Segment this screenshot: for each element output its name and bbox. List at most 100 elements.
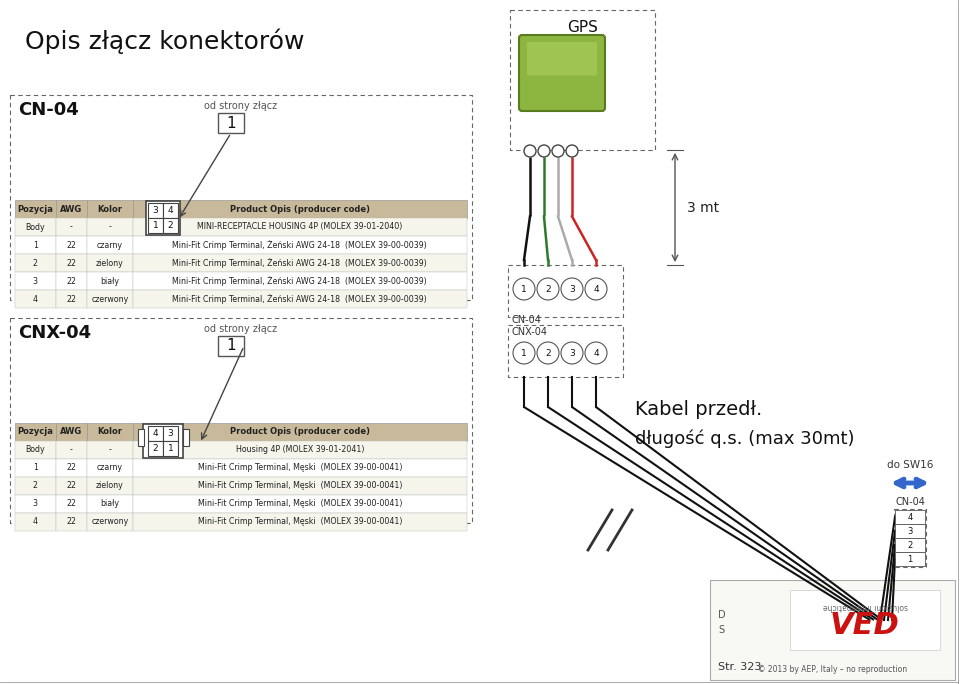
Bar — [15, 513, 56, 531]
Text: 3: 3 — [153, 206, 158, 215]
Bar — [56, 423, 87, 441]
Bar — [15, 441, 56, 459]
Bar — [218, 336, 244, 356]
Text: CNX-04: CNX-04 — [512, 327, 548, 337]
Bar — [132, 254, 467, 272]
Text: 22: 22 — [66, 295, 77, 304]
Text: od strony złącz: od strony złącz — [204, 324, 277, 334]
Text: 3: 3 — [33, 499, 37, 508]
Bar — [56, 459, 87, 477]
Circle shape — [561, 342, 583, 364]
Circle shape — [561, 278, 583, 300]
Bar — [163, 203, 178, 218]
Text: D: D — [718, 610, 726, 620]
Bar — [138, 429, 144, 446]
Text: 3: 3 — [569, 285, 575, 293]
Bar — [132, 513, 467, 531]
Text: 22: 22 — [66, 276, 77, 285]
Text: Kolor: Kolor — [97, 205, 123, 213]
Bar — [132, 441, 467, 459]
Bar — [87, 477, 132, 495]
Text: 4: 4 — [33, 518, 37, 527]
Text: 22: 22 — [66, 259, 77, 267]
Bar — [143, 424, 183, 458]
Text: 2: 2 — [33, 259, 37, 267]
Text: MINI-RECEPTACLE HOUSING 4P (MOLEX 39-01-2040): MINI-RECEPTACLE HOUSING 4P (MOLEX 39-01-… — [197, 222, 402, 231]
Bar — [56, 236, 87, 254]
Text: 1: 1 — [153, 221, 158, 230]
Text: Product Opis (producer code): Product Opis (producer code) — [229, 428, 370, 436]
Bar — [56, 290, 87, 308]
Bar — [56, 272, 87, 290]
Text: Kolor: Kolor — [97, 428, 123, 436]
Bar — [87, 272, 132, 290]
Text: 22: 22 — [66, 464, 77, 473]
Text: Mini-Fit Crimp Terminal, Męski  (MOLEX 39-00-0041): Mini-Fit Crimp Terminal, Męski (MOLEX 39… — [198, 464, 402, 473]
Bar — [895, 538, 925, 552]
Bar — [895, 552, 925, 566]
Text: Mini-Fit Crimp Terminal, Żeński AWG 24-18  (MOLEX 39-00-0039): Mini-Fit Crimp Terminal, Żeński AWG 24-1… — [173, 240, 427, 250]
FancyBboxPatch shape — [527, 42, 597, 75]
Text: S: S — [718, 625, 724, 635]
Bar — [163, 426, 178, 441]
Bar — [15, 200, 56, 218]
Bar — [87, 459, 132, 477]
Bar — [15, 272, 56, 290]
Bar — [15, 290, 56, 308]
Bar — [87, 495, 132, 513]
Text: Mini-Fit Crimp Terminal, Żeński AWG 24-18  (MOLEX 39-00-0039): Mini-Fit Crimp Terminal, Żeński AWG 24-1… — [173, 258, 427, 268]
Bar — [132, 236, 467, 254]
Text: 1: 1 — [33, 464, 37, 473]
Text: zielony: zielony — [96, 482, 124, 490]
Text: Mini-Fit Crimp Terminal, Męski  (MOLEX 39-00-0041): Mini-Fit Crimp Terminal, Męski (MOLEX 39… — [198, 499, 402, 508]
Text: Mini-Fit Crimp Terminal, Męski  (MOLEX 39-00-0041): Mini-Fit Crimp Terminal, Męski (MOLEX 39… — [198, 518, 402, 527]
Text: -: - — [70, 445, 73, 454]
Bar — [87, 254, 132, 272]
Text: 2: 2 — [168, 221, 174, 230]
Bar — [132, 218, 467, 236]
FancyBboxPatch shape — [519, 35, 605, 111]
Bar — [56, 513, 87, 531]
Text: 22: 22 — [66, 518, 77, 527]
Text: -: - — [108, 222, 111, 231]
Text: CN-04: CN-04 — [512, 315, 541, 325]
Text: 3 mt: 3 mt — [687, 200, 719, 215]
Bar — [87, 200, 132, 218]
Text: 4: 4 — [168, 206, 174, 215]
Bar — [710, 580, 955, 680]
Text: Opis złącz konektorów: Opis złącz konektorów — [25, 28, 304, 53]
Text: czerwony: czerwony — [91, 518, 129, 527]
Text: 2: 2 — [907, 540, 913, 549]
Bar — [56, 495, 87, 513]
Text: CN-04: CN-04 — [895, 497, 924, 507]
Text: 1: 1 — [907, 555, 913, 564]
Text: -: - — [70, 222, 73, 231]
Text: 22: 22 — [66, 482, 77, 490]
Bar — [148, 218, 163, 233]
Bar — [15, 423, 56, 441]
Text: biały: biały — [101, 499, 119, 508]
Text: Body: Body — [26, 222, 45, 231]
Bar — [218, 113, 244, 133]
Bar — [148, 203, 163, 218]
Text: 4: 4 — [907, 512, 913, 521]
Bar — [56, 441, 87, 459]
Circle shape — [524, 145, 536, 157]
Bar — [132, 272, 467, 290]
Bar — [87, 441, 132, 459]
Text: VED: VED — [830, 611, 900, 640]
Bar — [148, 441, 163, 456]
Text: 1: 1 — [227, 116, 236, 131]
Circle shape — [538, 145, 550, 157]
Circle shape — [552, 145, 564, 157]
Text: Housing 4P (MOLEX 39-01-2041): Housing 4P (MOLEX 39-01-2041) — [235, 445, 364, 454]
Circle shape — [513, 278, 535, 300]
Bar — [87, 218, 132, 236]
Text: 1: 1 — [521, 349, 527, 358]
Text: GPS: GPS — [567, 20, 598, 35]
Bar — [132, 495, 467, 513]
Text: Str. 323: Str. 323 — [718, 662, 761, 672]
Text: 22: 22 — [66, 241, 77, 250]
Text: Body: Body — [26, 445, 45, 454]
Bar — [163, 441, 178, 456]
